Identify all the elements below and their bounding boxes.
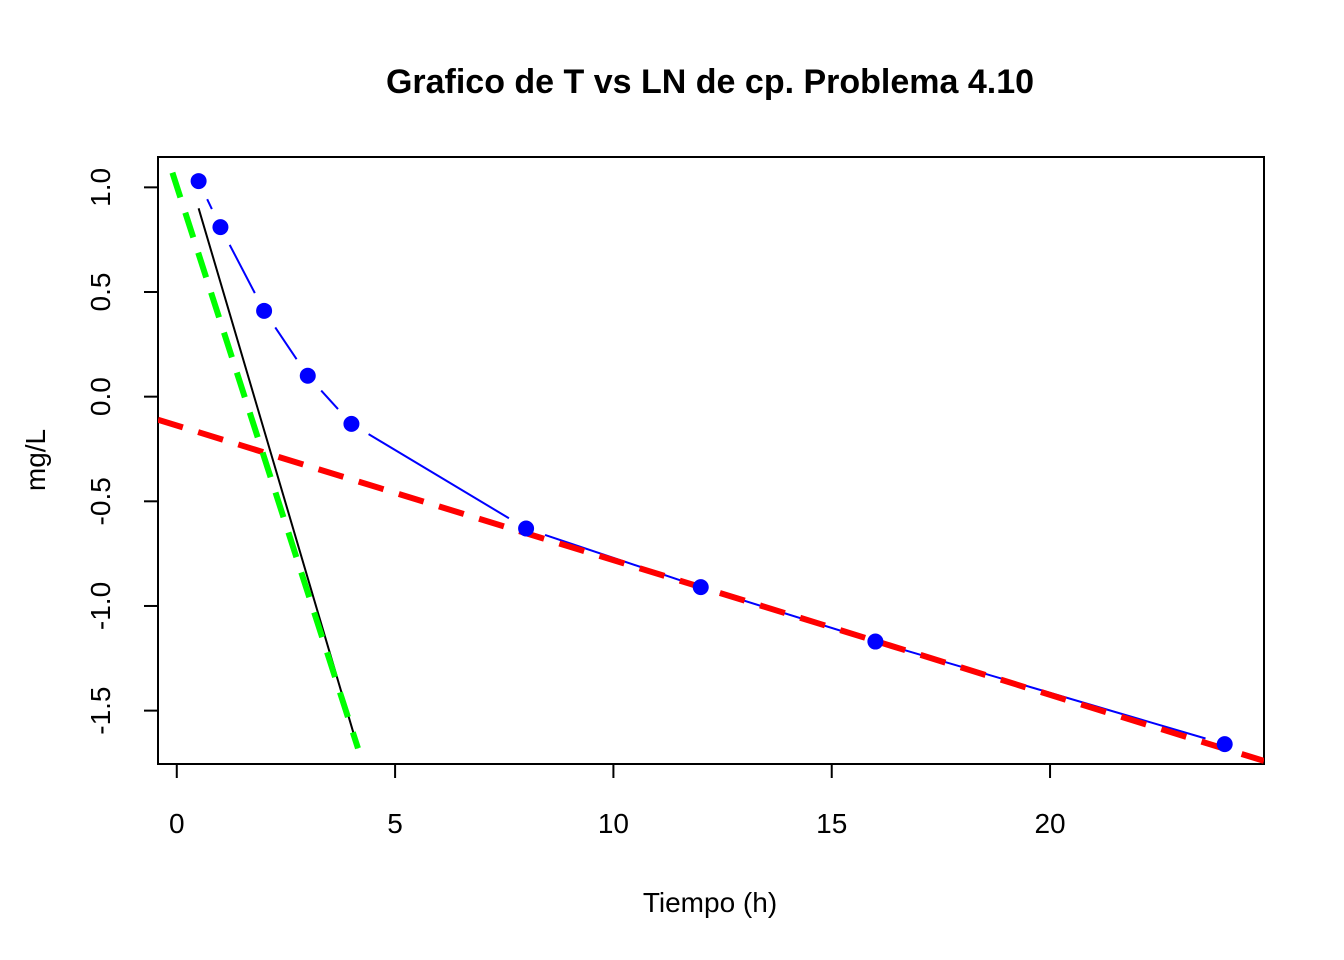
x-tick-label: 0	[169, 808, 185, 839]
y-axis-label: mg/L	[20, 429, 51, 491]
data-line-segment	[368, 433, 510, 520]
data-layer	[158, 171, 1264, 764]
y-tick-label: 1.0	[85, 168, 116, 207]
data-line-segment	[320, 389, 339, 410]
data-point	[692, 579, 709, 596]
x-axis-label: Tiempo (h)	[643, 887, 777, 918]
y-tick-label: 0.5	[85, 273, 116, 312]
data-point	[256, 302, 273, 319]
x-tick-label: 10	[598, 808, 629, 839]
data-line-segment	[228, 244, 256, 294]
x-tick-label: 15	[816, 808, 847, 839]
data-point	[299, 367, 316, 384]
y-tick-label: -1.5	[85, 687, 116, 735]
plot-area: 0 5 10 15 20 1.0 0.5 0.0 -0.5 -1.0 -1.5	[85, 156, 1265, 839]
elimination-fit-line	[158, 416, 1264, 764]
x-tick-label: 20	[1034, 808, 1065, 839]
y-tick-label: 0.0	[85, 377, 116, 416]
data-point	[867, 633, 884, 650]
data-point	[518, 520, 535, 537]
absorption-fit-line	[169, 171, 361, 750]
data-line-segment	[206, 198, 213, 210]
y-tick-label: -1.0	[85, 582, 116, 630]
x-tick-label: 5	[387, 808, 403, 839]
chart-title: Grafico de T vs LN de cp. Problema 4.10	[386, 63, 1034, 101]
data-point	[1216, 736, 1233, 753]
plot-frame	[157, 156, 1265, 765]
data-point	[212, 219, 229, 236]
y-tick-label: -0.5	[85, 477, 116, 525]
data-line-segment	[274, 326, 298, 360]
data-point	[343, 415, 360, 432]
data-point	[190, 173, 207, 190]
